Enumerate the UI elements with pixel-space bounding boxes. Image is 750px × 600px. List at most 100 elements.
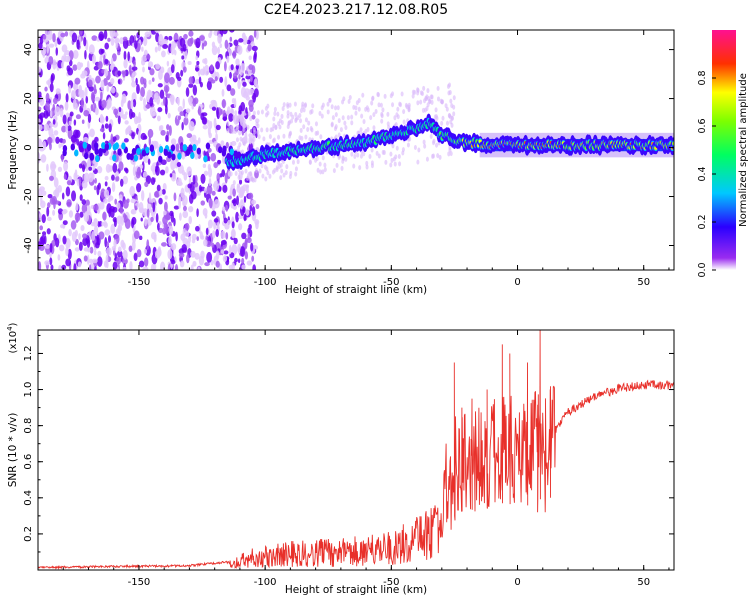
noise-point (121, 114, 128, 120)
halo-point (435, 142, 439, 148)
noise-point (50, 161, 56, 172)
noise-point (97, 61, 103, 70)
noise-point (177, 106, 183, 113)
exponent-base: (x10 (8, 331, 19, 354)
noise-point (55, 237, 60, 248)
noise-point (153, 234, 157, 243)
noise-point (86, 254, 90, 265)
noise-point (170, 43, 175, 55)
noise-point (242, 206, 246, 214)
noise-point (225, 232, 229, 240)
noise-point (111, 53, 117, 62)
halo-point (237, 175, 241, 181)
noise-point (234, 257, 238, 263)
snr-y-label: SNR (10 * v/v) (7, 413, 19, 488)
noise-point (136, 182, 142, 193)
noise-ridge-point (136, 147, 141, 155)
noise-point (107, 197, 111, 203)
noise-point (179, 111, 185, 117)
noise-point (182, 200, 186, 207)
halo-point (234, 110, 238, 116)
halo-point (241, 149, 245, 155)
halo-point (291, 159, 295, 165)
noise-point (230, 64, 234, 71)
noise-point (180, 233, 186, 241)
noise-point (100, 49, 105, 54)
halo-point (285, 164, 289, 170)
noise-point (39, 96, 45, 106)
noise-ridge-point (89, 153, 95, 161)
halo-point (309, 109, 313, 115)
noise-point (229, 71, 232, 79)
noise-point (202, 66, 206, 76)
noise-ridge-point (70, 143, 75, 151)
noise-point (138, 202, 144, 213)
noise-point (90, 104, 94, 112)
halo-point (294, 118, 298, 124)
halo-point (319, 134, 323, 140)
halo-point (413, 89, 417, 95)
halo-point (246, 124, 250, 130)
noise-point (213, 218, 219, 223)
noise-point (110, 57, 114, 67)
noise-point (122, 38, 129, 50)
halo-point (246, 176, 250, 182)
noise-point (39, 212, 42, 219)
noise-point (227, 195, 232, 200)
noise-point (244, 251, 249, 260)
noise-point (104, 181, 108, 187)
noise-point (197, 105, 202, 116)
noise-point (144, 181, 149, 188)
noise-point (208, 132, 212, 139)
noise-point (184, 230, 190, 237)
noise-point (50, 74, 54, 85)
halo-point (310, 127, 314, 133)
noise-point (116, 250, 123, 258)
halo-point (302, 124, 306, 130)
noise-point (80, 73, 86, 79)
noise-point (178, 198, 182, 209)
noise-point (237, 258, 241, 264)
noise-point (151, 77, 155, 82)
noise-point (92, 165, 95, 171)
noise-point (99, 220, 103, 227)
halo-point (365, 160, 369, 166)
halo-point (449, 151, 453, 157)
halo-point (279, 175, 283, 181)
halo-point (299, 108, 303, 114)
noise-point (143, 171, 148, 178)
halo-point (273, 106, 277, 112)
noise-point (195, 55, 198, 61)
halo-point (275, 165, 279, 171)
noise-point (253, 30, 257, 38)
noise-point (77, 261, 82, 268)
noise-point (52, 59, 57, 70)
halo-point (232, 115, 236, 121)
noise-point (38, 66, 42, 73)
noise-point (167, 112, 171, 119)
noise-point (110, 133, 114, 144)
x-tick-label: -50 (383, 577, 399, 588)
noise-point (48, 127, 54, 137)
halo-point (447, 151, 451, 157)
noise-point (94, 107, 99, 116)
noise-point (81, 203, 88, 214)
halo-point (314, 157, 318, 163)
noise-point (206, 185, 213, 195)
halo-point (287, 120, 291, 126)
halo-point (257, 134, 261, 140)
noise-point (44, 244, 51, 249)
noise-point (91, 258, 98, 264)
noise-point (46, 206, 50, 217)
noise-point (74, 77, 81, 85)
noise-point (114, 198, 118, 205)
noise-point (179, 260, 185, 268)
halo-point (445, 106, 449, 112)
noise-point (98, 98, 102, 110)
noise-ridge-point (104, 143, 110, 151)
halo-point (380, 111, 384, 117)
noise-point (166, 124, 170, 131)
noise-point (223, 250, 229, 255)
noise-point (248, 142, 253, 151)
